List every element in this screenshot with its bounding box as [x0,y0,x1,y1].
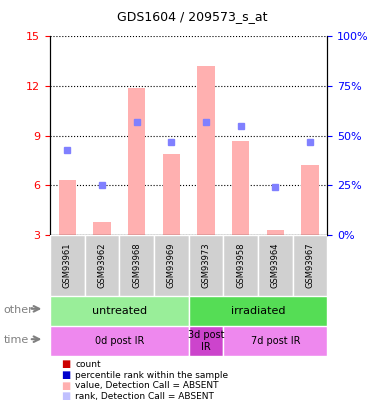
Bar [59,180,76,235]
Bar [197,66,215,235]
Bar [266,230,284,235]
FancyBboxPatch shape [50,326,189,356]
Text: 0d post IR: 0d post IR [95,336,144,346]
FancyBboxPatch shape [223,235,258,296]
FancyBboxPatch shape [50,296,189,326]
Bar [93,222,111,235]
Bar [162,154,180,235]
Text: GSM93973: GSM93973 [201,243,211,288]
FancyBboxPatch shape [154,235,189,296]
Text: GSM93968: GSM93968 [132,243,141,288]
Text: GSM93962: GSM93962 [97,243,107,288]
Text: rank, Detection Call = ABSENT: rank, Detection Call = ABSENT [75,392,214,401]
Text: value, Detection Call = ABSENT: value, Detection Call = ABSENT [75,381,219,390]
FancyBboxPatch shape [119,235,154,296]
FancyBboxPatch shape [293,235,327,296]
Text: ■: ■ [62,381,71,390]
Text: GDS1604 / 209573_s_at: GDS1604 / 209573_s_at [117,10,268,23]
FancyBboxPatch shape [189,235,223,296]
Text: GSM93967: GSM93967 [305,243,315,288]
Text: irradiated: irradiated [231,306,285,316]
Text: untreated: untreated [92,306,147,316]
FancyBboxPatch shape [258,235,293,296]
Text: 7d post IR: 7d post IR [251,336,300,346]
Text: ■: ■ [62,360,71,369]
FancyBboxPatch shape [223,326,327,356]
Text: percentile rank within the sample: percentile rank within the sample [75,371,228,379]
FancyBboxPatch shape [85,235,119,296]
Bar [232,141,249,235]
FancyBboxPatch shape [189,296,327,326]
FancyBboxPatch shape [189,326,223,356]
Text: time: time [4,335,29,345]
Bar [301,166,318,235]
Text: GSM93964: GSM93964 [271,243,280,288]
Text: ■: ■ [62,370,71,380]
Text: 3d post
IR: 3d post IR [188,330,224,352]
Text: GSM93961: GSM93961 [63,243,72,288]
Bar [128,88,145,235]
Text: count: count [75,360,101,369]
Text: other: other [4,305,33,315]
Text: GSM93958: GSM93958 [236,243,245,288]
Text: ■: ■ [62,391,71,401]
FancyBboxPatch shape [50,235,85,296]
Text: GSM93969: GSM93969 [167,243,176,288]
